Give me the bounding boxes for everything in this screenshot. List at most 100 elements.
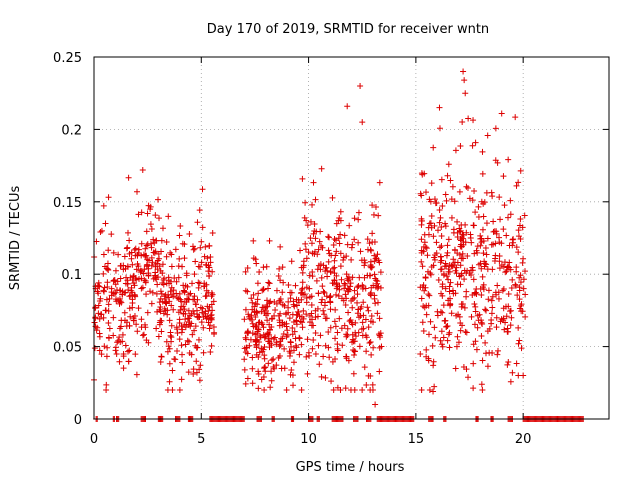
data-point <box>185 296 192 303</box>
data-point <box>508 284 515 291</box>
data-point <box>176 255 183 262</box>
data-point <box>460 364 467 371</box>
data-point <box>319 283 326 290</box>
data-point <box>293 321 300 328</box>
data-point <box>355 282 362 289</box>
data-point <box>249 299 256 306</box>
data-point <box>471 250 478 257</box>
data-point <box>447 300 454 307</box>
data-point <box>171 275 178 282</box>
data-point <box>206 325 213 332</box>
data-point <box>129 276 136 283</box>
data-point <box>338 276 345 283</box>
data-point <box>94 288 101 295</box>
data-point <box>140 331 147 338</box>
data-point <box>332 335 339 342</box>
data-point <box>298 296 305 303</box>
data-point <box>329 194 336 201</box>
data-point <box>191 293 198 300</box>
data-point <box>283 320 290 327</box>
data-point <box>141 321 148 328</box>
data-point <box>318 299 325 306</box>
data-point <box>307 218 314 225</box>
data-point <box>492 289 499 296</box>
data-point <box>303 299 310 306</box>
data-point <box>202 243 209 250</box>
data-point <box>288 289 295 296</box>
data-point <box>188 351 195 358</box>
data-point <box>447 177 454 184</box>
data-point <box>141 277 148 284</box>
data-point <box>248 295 255 302</box>
data-point <box>205 268 212 275</box>
data-point <box>333 220 340 227</box>
data-point <box>261 365 268 372</box>
data-point <box>362 316 369 323</box>
data-point <box>290 382 297 389</box>
data-point <box>98 311 105 318</box>
data-point <box>362 259 369 266</box>
data-point <box>347 280 354 287</box>
data-point <box>418 258 425 265</box>
data-point <box>482 306 489 313</box>
data-point <box>453 312 460 319</box>
data-point <box>166 360 173 367</box>
data-point <box>302 246 309 253</box>
data-point <box>339 342 346 349</box>
data-point <box>98 351 105 358</box>
data-point <box>200 324 207 331</box>
data-point <box>500 226 507 233</box>
data-point <box>437 337 444 344</box>
data-point <box>456 313 463 320</box>
data-point <box>348 256 355 263</box>
data-point <box>152 212 159 219</box>
data-point <box>290 359 297 366</box>
data-point <box>349 295 356 302</box>
data-point <box>163 253 170 260</box>
x-tick-label: 10 <box>300 432 317 447</box>
data-point <box>506 259 513 266</box>
data-point <box>334 329 341 336</box>
data-point <box>375 299 382 306</box>
data-point <box>495 295 502 302</box>
chart-title: Day 170 of 2019, SRMTID for receiver wnt… <box>207 22 489 37</box>
data-point <box>475 214 482 220</box>
data-point <box>375 212 382 219</box>
data-point <box>357 248 364 255</box>
data-point <box>517 279 524 286</box>
data-point <box>344 103 351 110</box>
data-point <box>261 355 268 362</box>
data-point <box>110 332 117 339</box>
data-point <box>115 337 122 344</box>
data-point <box>183 272 190 279</box>
data-point <box>343 355 350 362</box>
data-point <box>285 304 292 311</box>
data-point <box>372 401 379 408</box>
data-point <box>341 232 348 239</box>
data-point <box>148 244 155 251</box>
data-point <box>431 254 438 261</box>
data-point <box>502 303 509 310</box>
data-point <box>309 345 316 352</box>
data-point <box>197 263 204 270</box>
data-point <box>256 319 263 326</box>
data-point <box>119 338 126 345</box>
data-point <box>438 266 445 273</box>
data-point <box>250 237 257 244</box>
data-point <box>423 346 430 353</box>
data-point <box>273 341 280 348</box>
data-point <box>300 307 307 314</box>
data-point <box>260 286 267 293</box>
data-point <box>170 287 177 294</box>
data-point <box>368 313 375 320</box>
data-point <box>470 341 477 348</box>
data-point <box>310 230 317 237</box>
data-point <box>325 328 332 335</box>
data-point <box>285 298 292 305</box>
data-point <box>418 295 425 302</box>
data-point <box>139 166 146 173</box>
data-point <box>159 225 166 232</box>
data-point <box>462 90 469 97</box>
data-point <box>518 345 525 352</box>
data-point <box>364 304 371 311</box>
